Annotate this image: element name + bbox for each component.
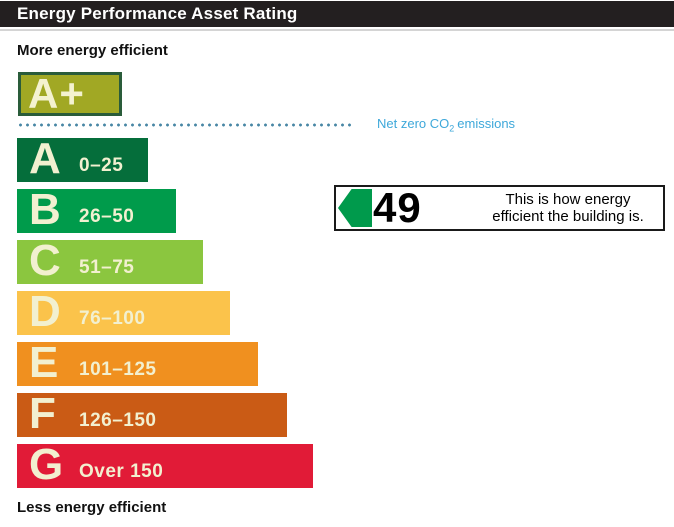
- band-letter: A+: [28, 70, 85, 117]
- chart-title-bar: Energy Performance Asset Rating: [0, 1, 674, 27]
- band-range-label: 51–75: [79, 257, 135, 278]
- band-g: G Over 150: [17, 440, 313, 489]
- rating-indicator: 49 This is how energy efficient the buil…: [334, 185, 665, 231]
- band-b: B 26–50: [17, 185, 176, 234]
- band-range-label: 101–125: [79, 359, 157, 380]
- band-range-label: 0–25: [79, 155, 124, 176]
- less-efficient-label: Less energy efficient: [17, 499, 167, 516]
- chart-title: Energy Performance Asset Rating: [17, 4, 298, 23]
- net-zero-label: Net zero CO2 emissions: [377, 116, 515, 134]
- net-zero-dotted-line: [17, 123, 355, 127]
- band-d: D 76–100: [17, 287, 230, 336]
- band-letter: A: [29, 134, 61, 183]
- band-letter: D: [29, 287, 61, 336]
- more-efficient-label: More energy efficient: [17, 42, 168, 59]
- title-underline: [0, 29, 674, 31]
- rating-caption: This is how energy efficient the buildin…: [478, 191, 658, 225]
- band-letter: C: [29, 236, 61, 285]
- rating-value: 49: [373, 184, 422, 231]
- rating-caption-line2: efficient the building is.: [492, 208, 644, 225]
- rating-arrow-icon: [338, 189, 372, 227]
- net-zero-subscript: 2: [449, 123, 455, 134]
- band-a-plus: A+: [18, 72, 122, 116]
- band-letter: F: [29, 389, 56, 438]
- band-letter: G: [29, 440, 64, 489]
- band-c: C 51–75: [17, 236, 203, 285]
- net-zero-text-prefix: Net zero CO: [377, 116, 450, 131]
- band-range-label: 126–150: [79, 410, 157, 431]
- band-a: A 0–25: [17, 134, 148, 183]
- rating-caption-line1: This is how energy: [505, 191, 631, 208]
- band-range-label: 76–100: [79, 308, 146, 329]
- band-letter: B: [29, 185, 61, 234]
- band-range-label: 26–50: [79, 206, 135, 227]
- band-f: F 126–150: [17, 389, 287, 438]
- band-e: E 101–125: [17, 338, 258, 387]
- net-zero-text-suffix: emissions: [457, 116, 516, 131]
- band-range-label: Over 150: [79, 461, 164, 482]
- band-letter: E: [29, 338, 59, 387]
